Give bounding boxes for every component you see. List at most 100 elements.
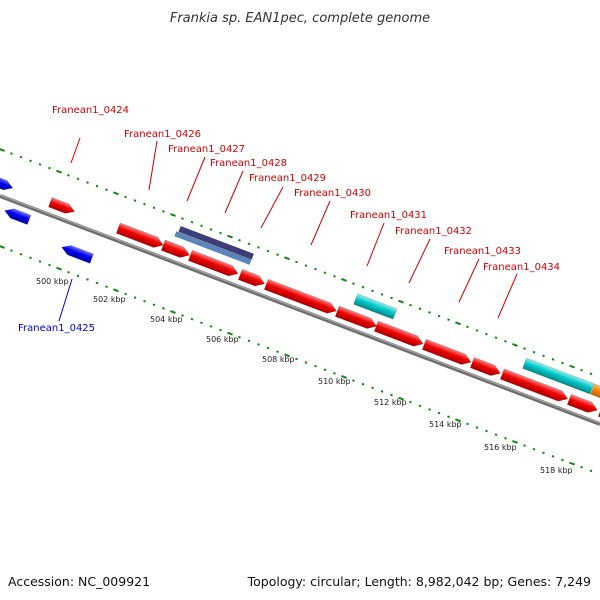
gene-arrow-franean1-0425[interactable] — [60, 243, 94, 264]
scale-label: 512 kbp — [374, 398, 407, 407]
minor-tick — [266, 346, 270, 350]
label-leader-line — [224, 170, 244, 214]
minor-tick — [466, 422, 469, 426]
feature-bar-light[interactable] — [174, 231, 252, 265]
accession-text: Accession: NC_009921 — [8, 574, 150, 589]
gene-arrow-reverse[interactable] — [3, 206, 32, 225]
minor-tick — [152, 303, 156, 307]
minor-tick — [304, 361, 308, 364]
minor-tick — [409, 303, 412, 307]
minor-tick — [475, 329, 479, 332]
major-tick — [56, 169, 62, 174]
minor-tick — [219, 231, 222, 235]
rna-feature-bar[interactable] — [353, 293, 398, 320]
gene-arrow-forward[interactable] — [597, 405, 600, 425]
minor-tick — [361, 382, 365, 386]
minor-tick — [352, 282, 355, 285]
gene-arrow-franean1-0424[interactable] — [48, 197, 76, 217]
minor-tick — [466, 325, 469, 329]
minor-tick — [380, 390, 384, 393]
minor-tick — [371, 289, 374, 293]
genome-summary-text: Topology: circular; Length: 8,982,042 bp… — [247, 574, 591, 589]
gene-label-franean1-0433[interactable]: Franean1_0433 — [444, 246, 521, 257]
gene-label-franean1-0431[interactable]: Franean1_0431 — [350, 210, 427, 221]
gene-arrow-franean1-0427[interactable] — [160, 239, 191, 260]
minor-tick — [181, 217, 184, 220]
major-tick — [512, 440, 518, 444]
inner-tick-track — [0, 245, 593, 473]
minor-tick — [152, 206, 156, 210]
minor-tick — [247, 339, 251, 343]
gene-label-franean1-0425[interactable]: Franean1_0425 — [18, 323, 95, 334]
gene-label-group: Franean1_0424 Franean1_0426 Franean1_042… — [18, 105, 560, 334]
minor-tick — [29, 256, 32, 260]
minor-tick — [447, 318, 450, 321]
gene-arrow-franean1-0433[interactable] — [421, 338, 473, 367]
gene-label-franean1-0428[interactable]: Franean1_0428 — [210, 158, 287, 169]
gene-arrow-forward[interactable] — [566, 393, 599, 415]
gene-arrow-franean1-0429[interactable] — [237, 268, 266, 289]
gene-label-franean1-0424[interactable]: Franean1_0424 — [52, 105, 129, 116]
major-tick — [170, 213, 176, 217]
map-title: Frankia sp. EAN1pec, complete genome — [170, 11, 430, 26]
minor-tick — [86, 181, 89, 184]
minor-tick — [561, 361, 564, 365]
minor-tick — [380, 293, 384, 296]
minor-tick — [494, 433, 498, 437]
minor-tick — [475, 426, 479, 429]
major-tick — [0, 148, 5, 152]
major-tick — [284, 256, 290, 261]
feature-bar-dark[interactable] — [178, 225, 255, 260]
gene-label-franean1-0427[interactable]: Franean1_0427 — [168, 144, 245, 155]
gene-arrow-franean1-0430[interactable] — [263, 278, 338, 316]
major-tick — [341, 375, 347, 379]
rna-feature-bar[interactable] — [522, 357, 595, 395]
scale-label: 518 kbp — [540, 466, 573, 475]
minor-tick — [105, 285, 108, 289]
gene-arrow-franean1-0431[interactable] — [334, 305, 378, 331]
gene-label-franean1-0432[interactable]: Franean1_0432 — [395, 226, 472, 237]
minor-tick — [580, 465, 583, 469]
major-tick — [341, 278, 347, 282]
gene-arrow-reverse[interactable] — [0, 174, 14, 193]
minor-tick — [238, 238, 241, 242]
minor-tick — [504, 340, 507, 343]
minor-tick — [361, 285, 365, 289]
major-tick — [569, 461, 575, 466]
gene-arrow-franean1-0428[interactable] — [187, 249, 240, 278]
scale-label: 514 kbp — [429, 420, 462, 429]
gene-arrow-franean1-0434[interactable] — [469, 357, 502, 378]
minor-tick — [523, 347, 526, 350]
gene-arrow-forward[interactable] — [499, 368, 569, 404]
major-tick — [113, 288, 119, 293]
minor-tick — [200, 224, 203, 228]
label-leader-line — [366, 222, 385, 267]
scale-label: 500 kbp — [36, 277, 69, 286]
minor-tick — [314, 364, 317, 368]
minor-tick — [523, 444, 526, 447]
outer-tick-track — [0, 148, 593, 376]
gene-label-franean1-0426[interactable]: Franean1_0426 — [124, 129, 201, 140]
minor-tick — [428, 408, 431, 411]
scale-label: 502 kbp — [93, 295, 126, 304]
minor-tick — [124, 195, 127, 199]
minor-tick — [295, 260, 298, 264]
gene-label-franean1-0430[interactable]: Franean1_0430 — [294, 188, 371, 199]
minor-tick — [437, 411, 441, 415]
gene-arrow-franean1-0426[interactable] — [115, 222, 165, 250]
scale-label: 506 kbp — [206, 335, 239, 344]
minor-tick — [276, 253, 279, 257]
gene-arrow-franean1-0432[interactable] — [373, 320, 425, 349]
gene-label-franean1-0429[interactable]: Franean1_0429 — [249, 173, 326, 184]
minor-tick — [333, 275, 336, 278]
minor-tick — [542, 451, 545, 455]
minor-tick — [105, 188, 108, 192]
minor-tick — [19, 155, 23, 159]
major-tick — [569, 364, 575, 369]
minor-tick — [67, 270, 70, 274]
genome-backbone — [0, 194, 600, 426]
major-tick — [455, 321, 461, 326]
minor-tick — [48, 263, 51, 267]
minor-tick — [143, 299, 146, 303]
gene-label-franean1-0434[interactable]: Franean1_0434 — [483, 262, 560, 273]
